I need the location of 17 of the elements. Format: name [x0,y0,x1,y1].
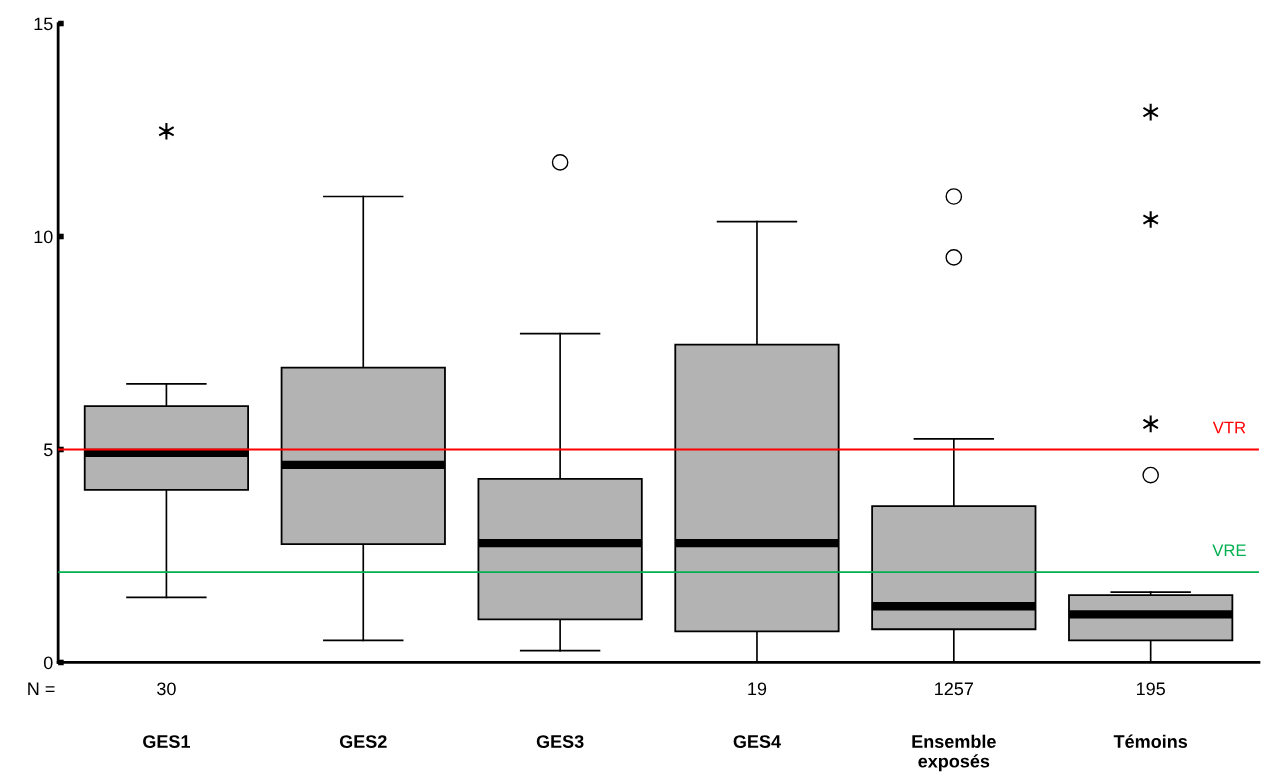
y-tick-label: 0 [43,656,53,670]
y-tick-label: 10 [34,230,53,244]
x-tick-label: GES3 [536,735,584,748]
x-tick-label: Ensemble exposés [912,734,996,772]
ref-line-label: VRE [1212,544,1246,556]
x-tick-label: GES4 [733,735,781,748]
text: N = [28,682,55,696]
ref-line-label: VTR [1212,421,1246,434]
y-tick-label: 15 [34,17,53,31]
x-tick-label: Témoins [1113,734,1188,748]
x-tick-label: GES2 [339,735,387,748]
text: 195 [1136,682,1165,696]
text: 1257 [935,682,973,696]
text: 19 [748,682,767,696]
x-tick-label: GES1 [143,735,190,748]
y-tick-label: 5 [43,443,53,457]
text: 30 [157,682,176,696]
